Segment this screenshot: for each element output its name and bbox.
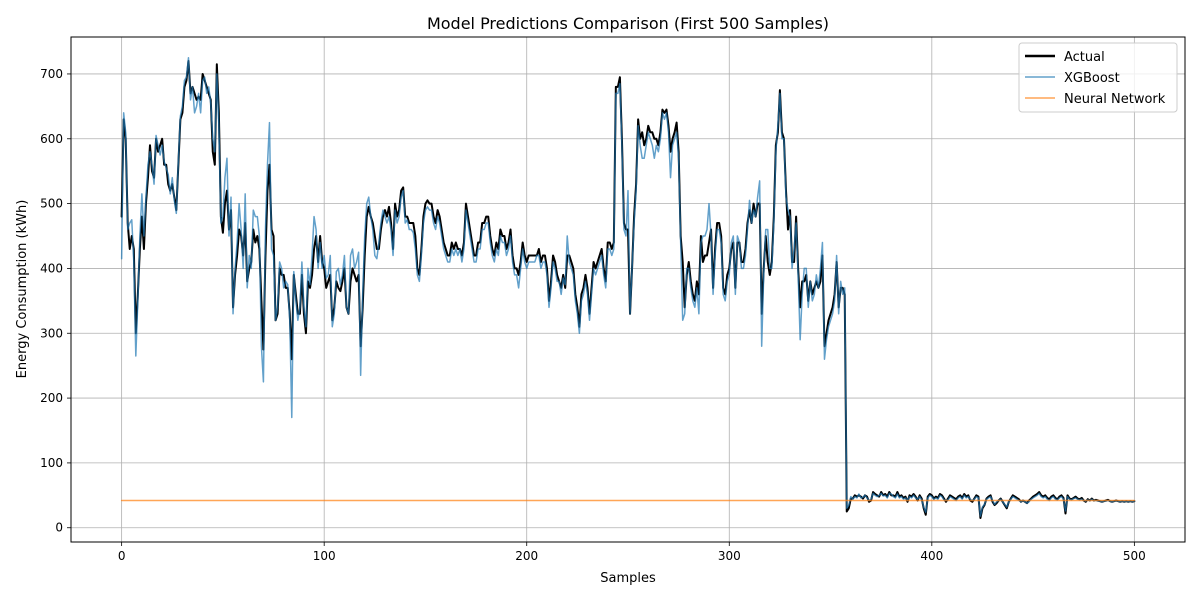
y-tick-label: 500 (40, 197, 63, 211)
y-tick-label: 0 (55, 521, 63, 535)
y-tick-label: 200 (40, 391, 63, 405)
plot-frame (70, 36, 1186, 543)
x-tick-label: 200 (515, 549, 538, 563)
x-tick-label: 0 (118, 549, 126, 563)
y-tick-label: 700 (40, 67, 63, 81)
x-tick-label: 500 (1123, 549, 1146, 563)
x-tick-label: 100 (313, 549, 336, 563)
series-layer (120, 56, 1136, 520)
legend-label-actual: Actual (1064, 50, 1105, 65)
ticks: 0 100 200 300 400 500 0 100 200 300 400 500 600 700 (40, 67, 1146, 563)
chart-title: Model Predictions Comparison (First 500 … (427, 14, 829, 33)
legend: Actual XGBoost Neural Network (1018, 42, 1178, 113)
y-tick-label: 100 (40, 456, 63, 470)
y-tick-label: 300 (40, 326, 63, 340)
y-tick-label: 400 (40, 261, 63, 275)
legend-frame (1018, 42, 1178, 113)
legend-label-neural-network: Neural Network (1064, 92, 1166, 107)
x-tick-label: 400 (920, 549, 943, 563)
series-line-xgboost (120, 56, 1136, 517)
legend-label-xgboost: XGBoost (1064, 71, 1120, 86)
y-tick-label: 600 (40, 132, 63, 146)
x-tick-label: 300 (718, 549, 741, 563)
y-axis-label: Energy Consumption (kWh) (15, 200, 30, 379)
x-axis-label: Samples (600, 571, 656, 586)
